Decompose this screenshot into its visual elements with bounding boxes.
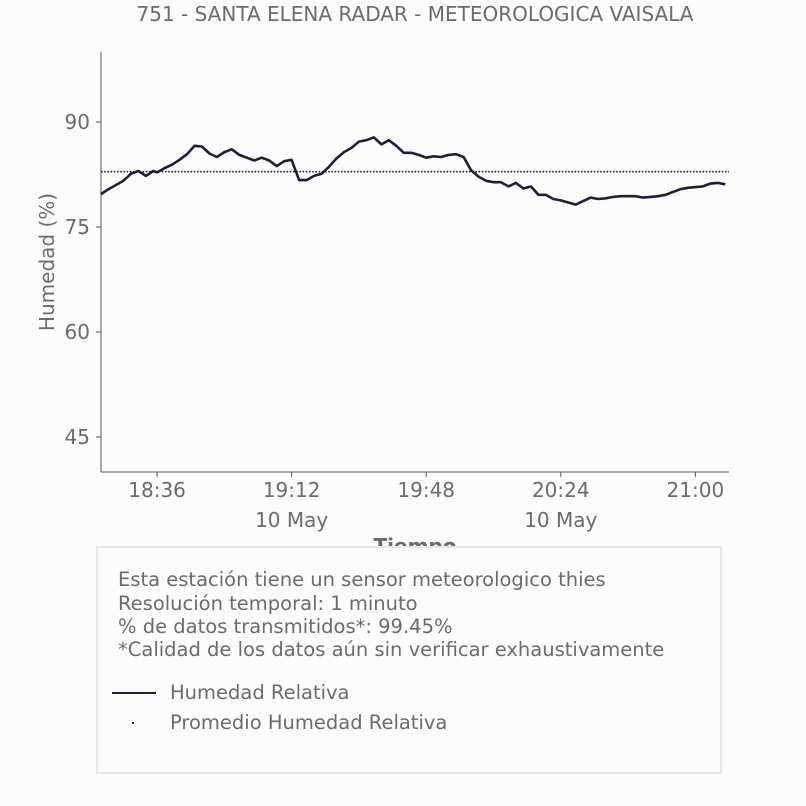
legend-label-average: Promedio Humedad Relativa [170,711,448,734]
y-tick-label: 45 [65,425,90,449]
legend-dot-swatch [132,722,134,724]
humidity-chart: 751 - SANTA ELENA RADAR - METEOROLOGICA … [35,2,729,546]
x-tick-label: 21:00 [667,478,725,502]
series-layer [100,136,729,206]
humidity-line [100,136,726,206]
x-tick-label: 19:48 [397,478,455,502]
x-tick-label: 18:36 [128,478,186,502]
y-axis-label: Humedad (%) [35,193,59,331]
y-tick-label: 90 [65,110,90,134]
legend-label-humidity: Humedad Relativa [170,681,350,704]
x-tick-sublabel: 10 May [524,508,597,532]
axes [100,52,729,473]
legend-line-swatch [112,692,156,694]
x-tick-sublabel: 10 May [255,508,328,532]
info-transmitted-text: % de datos transmitidos*: 99.45% [118,615,453,638]
info-quality-text: *Calidad de los datos aún sin verificar … [118,638,665,661]
x-tick-label: 20:24 [532,478,590,502]
x-axis-label: Tiempo [374,534,457,546]
chart-title: 751 - SANTA ELENA RADAR - METEOROLOGICA … [137,2,694,26]
x-tick-label: 19:12 [263,478,321,502]
tick-layer: 45 60 75 90 18:36 19:12 10 May 19:48 20:24 10 May… [65,110,725,532]
info-legend-box: Esta estación tiene un sensor meteorolog… [96,546,722,774]
info-resolution-text: Resolución temporal: 1 minuto [118,592,418,615]
y-tick-label: 60 [65,320,90,344]
info-sensor-text: Esta estación tiene un sensor meteorolog… [118,568,606,591]
y-tick-label: 75 [65,215,90,239]
